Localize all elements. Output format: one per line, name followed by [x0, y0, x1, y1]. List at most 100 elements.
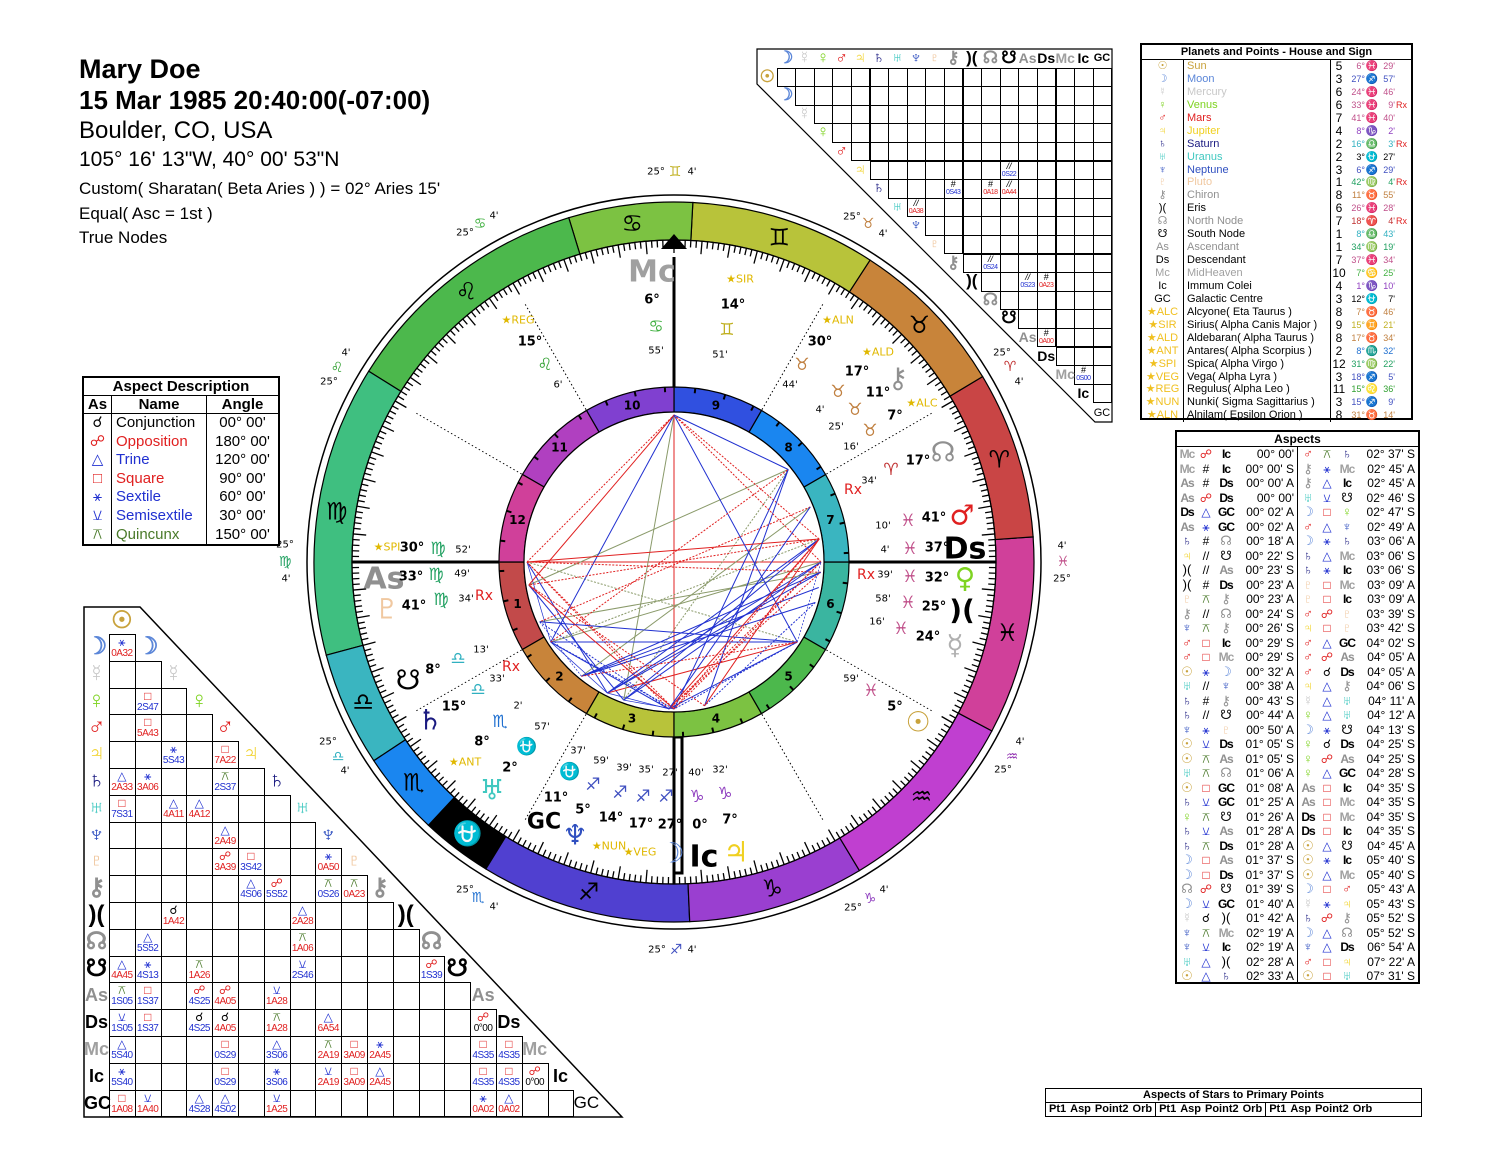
aspect-grid-cell — [238, 902, 265, 930]
house-ring-tick — [553, 433, 559, 439]
degree-tick — [441, 780, 448, 787]
degree-tick — [356, 615, 370, 619]
planet-position: 31°♉ 14' — [1347, 409, 1411, 422]
cusp-degree: 25° — [456, 885, 474, 896]
planet-row: ★REG Regulus( Alpha Leo ) 11 15°♌ 36' — [1142, 383, 1411, 397]
uranus-icon: ♅ — [1342, 707, 1352, 722]
zodiac-glyph-aries: ♈ — [988, 445, 1010, 473]
wheel-sign-icon: ♎ — [470, 680, 485, 700]
pluto-icon: ♇ — [1221, 721, 1231, 737]
grid-row-ic-icon: Ic — [88, 1065, 104, 1086]
degree-tick — [979, 637, 987, 641]
aspect-orb: 01° 40' A — [1246, 896, 1294, 911]
house-number-9: 9 — [712, 399, 720, 413]
planet-position: 41°♓ 40' — [1347, 112, 1411, 125]
aspect-line — [607, 561, 822, 694]
aspect-grid-cell — [392, 928, 420, 957]
degree-tick — [706, 875, 709, 883]
declination-grid-cell — [981, 197, 1001, 218]
aspect-grid-orb: 0A23 — [343, 889, 365, 901]
sun-icon: ☉ — [1302, 852, 1314, 867]
aspect-grid-cell — [289, 1036, 317, 1064]
grid-row-moon-icon: ☽ — [85, 633, 108, 660]
grid-row-uranus-icon: ♅ — [87, 793, 106, 821]
retrograde-marker: Rx — [1396, 216, 1407, 227]
planet-house: 8 — [1335, 304, 1343, 319]
aspect-grid-cell — [134, 821, 162, 850]
wheel-minutes: 57' — [534, 722, 549, 733]
aspect-square-icon: □ — [1323, 621, 1331, 635]
position-degree: 15° — [1351, 319, 1365, 330]
decl-header-mercury-icon: ☿ — [798, 48, 811, 67]
aspect-row: ⚷ △ Ic 02° 45' A — [1298, 475, 1418, 491]
declination-grid-orb: 0A38 — [908, 207, 924, 215]
aspect-grid-cell — [212, 1089, 239, 1118]
wheel-glyph-pluto-icon: ♇ — [374, 593, 399, 626]
degree-tick — [956, 420, 964, 425]
decl-header-saturn-icon: ♄ — [872, 48, 886, 67]
declination-grid-orb: 0S43 — [946, 189, 961, 197]
aspect-row: ♆ △ Ds 06° 54' A — [1298, 939, 1418, 955]
wheel-star-sir: ★SIR — [726, 273, 754, 286]
declination-grid-cell — [962, 234, 983, 255]
planet-position: 37°♓ 34' — [1347, 254, 1411, 267]
house-number-6: 6 — [826, 597, 834, 611]
planet-house: 7 — [1335, 214, 1343, 229]
wheel-degree: 0° — [692, 818, 708, 833]
aspect-grid-cell — [315, 982, 343, 1011]
wheel-glyph-venus-icon: ♀ — [955, 562, 976, 595]
degree-tick — [409, 738, 422, 748]
position-minutes: 9' — [1388, 397, 1395, 408]
wheel-degree: 15° — [442, 700, 467, 715]
star-aspects-column-header: Asp — [1290, 1103, 1312, 1115]
aspect-row: ☉ □ ♅ 07° 31' S — [1298, 968, 1418, 984]
declination-grid-entry: //0A38 — [907, 198, 926, 216]
decl-header-moon-icon: ☽ — [778, 48, 794, 67]
aspect-grid-cell — [160, 982, 188, 1011]
aspect-grid-orb: 0A02 — [498, 1103, 520, 1115]
house-ring-tick — [593, 713, 598, 719]
decl-row-nnode-icon: ☊ — [982, 289, 998, 309]
planet-house: 9 — [1335, 317, 1343, 332]
wheel-sign-icon: ♋ — [648, 317, 663, 337]
degree-tick — [438, 776, 445, 783]
degree-tick — [426, 760, 438, 770]
cusp-sign-icon: ♏ — [472, 890, 485, 906]
aspect-grid-cell — [186, 1036, 214, 1064]
decl-row-venus-icon: ♀ — [816, 122, 830, 142]
declination-grid-cell — [1092, 346, 1113, 367]
aspect-grid-cell — [392, 982, 420, 1011]
degree-tick — [617, 866, 621, 880]
declination-grid-cell — [1018, 290, 1038, 311]
degree-tick — [475, 307, 481, 315]
aspect-grid-cell — [263, 848, 291, 877]
declination-grid-cell — [962, 86, 983, 106]
degree-tick — [479, 304, 485, 311]
aspect-grid-orb: 3S42 — [240, 862, 262, 874]
declination-grid-cell — [1074, 179, 1094, 199]
aspect-parallel-icon: // — [1006, 160, 1012, 171]
aspect-grid-cell — [315, 902, 343, 930]
planet-position: 34°♍ 19' — [1347, 241, 1411, 254]
decl-row-as-icon: As — [1018, 328, 1037, 345]
planet-row: ♂ Mars 7 41°♓ 40' — [1142, 111, 1411, 125]
grid-diagonal-as-icon: As — [471, 985, 495, 1006]
aspect-orb: 00° 26' S — [1245, 621, 1294, 635]
aspect-grid-orb: 3A09 — [343, 1076, 365, 1088]
declination-grid-cell — [999, 197, 1020, 218]
aspect-grid-cell — [496, 1062, 523, 1091]
aspect-row: ♄ ⚺ GC 01° 25' A — [1177, 794, 1297, 810]
planet-row: ★NUN Nunki( Sigma Sagittarius ) 3 15°♐ 9' — [1142, 396, 1411, 410]
aspect-grid-entry: ⚺ 2A19 — [315, 1065, 341, 1088]
planet-name: Galactic Centre — [1184, 292, 1331, 306]
position-degree: 6° — [1356, 61, 1365, 71]
declination-grid-cell — [850, 141, 871, 162]
degree-tick — [371, 667, 384, 673]
aspect-grid-orb: 2A45 — [369, 1076, 391, 1088]
aspect-orb: 00° 02' A — [1246, 505, 1294, 519]
declination-grid-cell — [850, 86, 871, 106]
aspect-orb: 01° 05' S — [1245, 751, 1294, 766]
aspect-row: ♇ □ Mc 03° 09' A — [1298, 577, 1418, 593]
cusp-degree: 25° — [319, 737, 337, 748]
aspect-grid-cell — [160, 821, 188, 850]
